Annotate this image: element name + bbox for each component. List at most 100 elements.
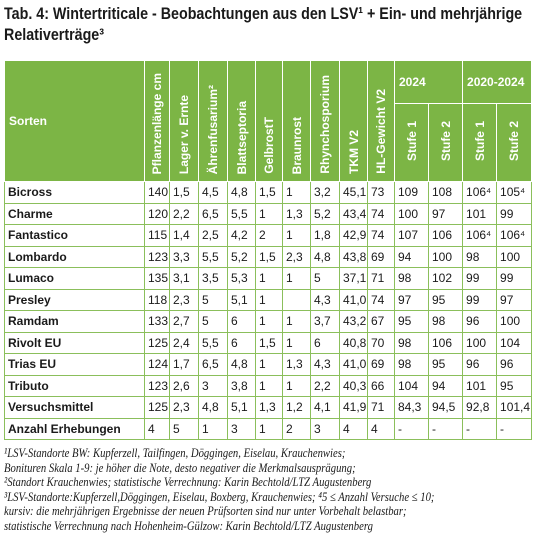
cell: 74 <box>367 288 395 311</box>
cell: 4,2 <box>227 224 256 247</box>
cell: 4,8 <box>227 353 256 376</box>
cell: 102 <box>427 267 464 290</box>
table-row: Charme 120 2,2 6,5 5,5 1 1,3 5,2 43,4 74 100 97 101 9… <box>4 202 533 225</box>
variety-name: Versuchsmittel <box>4 396 145 419</box>
cell: 99 <box>496 267 533 290</box>
cell: 1 <box>255 288 283 311</box>
subcolumn-header-text: Stufe 2 <box>507 120 522 161</box>
cell: 40,3 <box>339 374 368 397</box>
cell: 5,2 <box>227 245 256 268</box>
subcolumn-header: Stufe 2 <box>496 102 533 183</box>
cell: 140 <box>144 181 170 204</box>
column-header-text: GelbrostT <box>262 117 276 174</box>
table-head: Sorten Pflanzenlänge cm Lager v. Ernte Ähre… <box>4 60 533 183</box>
cell: 106⁴ <box>462 181 498 204</box>
cell: 5 <box>198 310 228 333</box>
table-row: Fantastico 115 1,4 2,5 4,2 2 1 1,8 42,9 74 107 106 1… <box>4 224 533 247</box>
cell: 3,3 <box>169 245 199 268</box>
cell: 98 <box>462 245 498 268</box>
footnote: ¹LSV-Standorte BW: Kupferzell, Tailfinge… <box>4 445 346 460</box>
cell: 1,5 <box>255 245 283 268</box>
cell: 100 <box>427 245 464 268</box>
cell: 1 <box>282 224 311 247</box>
cell: 123 <box>144 374 170 397</box>
table-row: Presley 118 2,3 5 5,1 1 4,3 41,0 74 97 95 99 97 <box>4 288 533 311</box>
variety-name: Anzahl Erhebungen <box>4 417 145 440</box>
cell: 6 <box>310 331 340 354</box>
cell: 97 <box>496 288 533 311</box>
column-header-text: Ährenfusarium² <box>206 84 220 174</box>
cell: 115 <box>144 224 170 247</box>
cell: 41,9 <box>339 396 368 419</box>
cell: 94 <box>394 245 429 268</box>
footnote: ²Standort Krauchenwies; statistische Ver… <box>4 474 372 490</box>
column-header-text: Blattseptoria <box>234 100 249 174</box>
variety-name: Ramdam <box>4 310 145 333</box>
cell: 4,5 <box>198 181 228 204</box>
column-header-text: TKM V2 <box>346 129 361 174</box>
column-header: Blattseptoria <box>227 60 256 182</box>
cell: 2,2 <box>169 202 199 225</box>
cell: 1 <box>255 310 283 333</box>
cell: 98 <box>427 310 464 333</box>
cell: 133 <box>144 310 170 333</box>
cell: 106⁴ <box>496 224 533 247</box>
cell: 42,9 <box>339 224 368 247</box>
cell: 109 <box>394 181 429 204</box>
column-header: Sorten <box>4 60 145 182</box>
cell: 100 <box>394 202 429 225</box>
cell: 97 <box>427 202 464 225</box>
cell: 37,1 <box>339 267 368 290</box>
cell: 106 <box>427 331 464 354</box>
cell: 105⁴ <box>496 181 533 204</box>
cell: 2,7 <box>169 310 199 333</box>
table-row: Rivolt EU 125 2,4 5,5 6 1,5 1 6 40,8 70 98 106 100 10… <box>4 331 533 354</box>
footnote: kursiv: die mehrjährigen Ergebnisse der … <box>4 503 407 519</box>
cell: 1 <box>255 417 283 440</box>
cell: 1,2 <box>282 396 311 419</box>
column-header: HL-Gewicht V2 <box>367 60 395 182</box>
cell: 5,1 <box>227 396 256 419</box>
cell: 3 <box>310 417 340 440</box>
cell: 96 <box>462 310 498 333</box>
variety-name: Fantastico <box>4 224 145 247</box>
cell: 5,1 <box>227 288 256 311</box>
cell: 71 <box>367 267 395 290</box>
cell: 67 <box>367 310 395 333</box>
footnote: Bonituren Skala 1-9: je höher die Note, … <box>4 459 356 475</box>
cell: 106 <box>427 224 464 247</box>
cell: 5 <box>169 417 199 440</box>
subcolumn-header-text: Stufe 2 <box>438 120 453 161</box>
column-header: Ährenfusarium² <box>198 60 228 182</box>
cell: 125 <box>144 396 170 419</box>
table-title: Tab. 4: Wintertriticale - Beobachtungen … <box>4 4 523 44</box>
cell: 98 <box>394 267 429 290</box>
footnote: statistische Verrechnung nach Hohenheim-… <box>4 517 373 533</box>
cell: 5,5 <box>198 245 228 268</box>
table-row: Lumaco 135 3,1 3,5 5,3 1 1 5 37,1 71 98 102 99 99 <box>4 267 533 290</box>
column-header-text: Pflanzenlänge cm <box>150 72 164 174</box>
cell: 4,3 <box>310 288 340 311</box>
cell: 74 <box>367 202 395 225</box>
cell: 123 <box>144 245 170 268</box>
cell: 94,5 <box>427 396 464 419</box>
cell: 5 <box>310 267 340 290</box>
cell: 1 <box>255 202 283 225</box>
cell: 1 <box>282 181 311 204</box>
cell: 124 <box>144 353 170 376</box>
cell: 1,3 <box>282 353 311 376</box>
cell: 97 <box>394 288 429 311</box>
cell: 69 <box>367 353 395 376</box>
cell: 1 <box>282 331 311 354</box>
cell: 6,5 <box>198 202 228 225</box>
cell: 2,2 <box>310 374 340 397</box>
cell: 4,8 <box>198 396 228 419</box>
table-row: Bicross 140 1,5 4,5 4,8 1,5 1 3,2 45,1 73 109 108 10… <box>4 181 533 204</box>
cell: 1,5 <box>255 181 283 204</box>
cell: 4 <box>144 417 170 440</box>
cell: 95 <box>394 310 429 333</box>
subcolumn-header-text: Stufe 1 <box>472 120 487 161</box>
cell: 40,8 <box>339 331 368 354</box>
column-header-text: Lager v. Ernte <box>177 94 191 174</box>
